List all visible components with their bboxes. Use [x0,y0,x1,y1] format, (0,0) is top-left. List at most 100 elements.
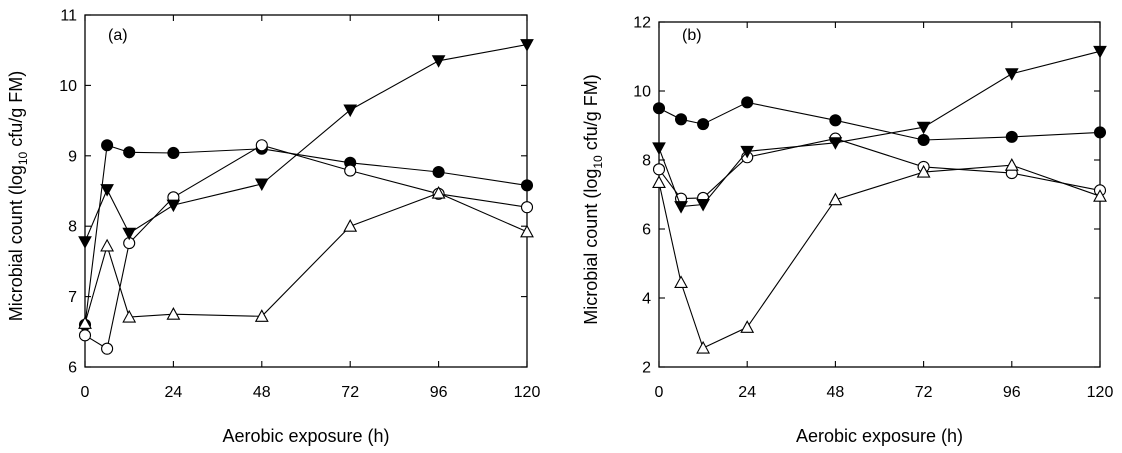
panel-label: (b) [682,27,702,44]
x-tick-label: 72 [915,384,933,401]
data-point [916,121,931,135]
x-axis-title: Aerobic exposure (h) [222,426,389,446]
series-filled-triangle-down [78,39,534,249]
data-point [100,184,114,197]
y-tick-label: 10 [59,78,77,95]
data-point [916,164,931,178]
x-tick-label: 96 [1003,384,1021,401]
data-point [431,185,446,199]
series-filled-circle [652,96,1107,147]
data-point [696,340,711,354]
x-tick-label: 120 [514,384,541,401]
data-point [78,316,92,329]
x-tick-label: 48 [253,384,271,401]
y-tick-label: 8 [68,219,77,236]
data-point [1005,130,1018,143]
data-point [696,199,710,212]
data-point [123,146,136,159]
data-point [166,199,181,213]
data-point [1093,126,1107,139]
y-tick-label: 10 [633,84,651,101]
data-point [520,179,534,192]
series-open-triangle-up [652,158,1107,354]
data-point [254,178,269,192]
series-line [84,192,528,324]
data-point [674,201,688,214]
y-tick-label: 9 [68,148,77,165]
y-tick-label: 4 [642,291,651,308]
panel-label: (a) [108,27,128,44]
data-point [674,113,688,126]
data-point [122,309,137,323]
y-tick-label: 8 [642,153,651,170]
y-tick-label: 7 [68,289,77,306]
data-point [101,342,114,355]
chart-panel-a: 6 7 8 9 10 11 0 24 48 72 96 120 Aerobic exposure (h)… [6,8,540,447]
series-filled-triangle-down [652,45,1107,214]
data-point [431,55,446,68]
x-tick-label: 0 [655,384,664,401]
x-tick-label: 0 [81,384,90,401]
data-point [917,133,930,147]
y-tick-label: 11 [60,8,77,25]
data-point [520,39,534,52]
data-point [741,96,754,109]
x-tick-label: 120 [1087,384,1114,401]
data-point [1093,189,1107,202]
data-point [166,307,181,320]
x-axis-title: Aerobic exposure (h) [796,426,963,446]
series-line [658,101,1101,141]
series-line [84,44,528,242]
series-filled-circle [78,139,534,331]
data-point [828,137,843,150]
series-open-circle [78,139,534,355]
series-line [84,144,528,325]
data-point [344,164,357,177]
y-tick-label: 12 [633,15,651,32]
data-point [828,192,843,206]
data-point [343,104,358,118]
data-point [652,102,666,115]
data-point [829,114,842,127]
data-point [255,139,268,152]
data-point [740,320,755,333]
y-axis-title: Microbial count (log10 cfu/g FM) [6,71,30,321]
data-point [1004,158,1019,171]
data-point [167,146,180,160]
series-open-triangle-up [78,185,534,329]
plot-frame [658,21,1101,368]
series-line [84,144,528,350]
data-point [1093,45,1107,59]
plot-frame [84,14,528,368]
data-point [740,145,755,159]
data-point [652,175,666,188]
data-point [78,236,92,249]
data-point [520,201,534,214]
data-point [1004,68,1019,81]
x-tick-label: 72 [341,384,359,401]
data-point [652,163,666,176]
y-tick-label: 6 [642,222,651,239]
data-point [101,139,114,152]
x-tick-label: 24 [738,384,756,401]
data-point [100,238,115,252]
data-point [697,118,710,131]
series-line [658,50,1101,208]
x-tick-label: 48 [827,384,845,401]
x-tick-label: 96 [430,384,448,401]
data-point [520,224,534,238]
series-open-circle [652,132,1107,205]
y-axis-title: Microbial count (log10 cfu/g FM) [581,74,605,324]
data-point [432,165,445,179]
data-point [122,227,137,241]
series-line [658,164,1101,349]
y-tick-label: 6 [68,360,77,377]
data-point [254,309,269,322]
data-point [78,329,92,342]
series-line [658,138,1101,200]
data-point [652,142,666,155]
data-point [343,219,358,232]
x-tick-label: 24 [165,384,183,401]
